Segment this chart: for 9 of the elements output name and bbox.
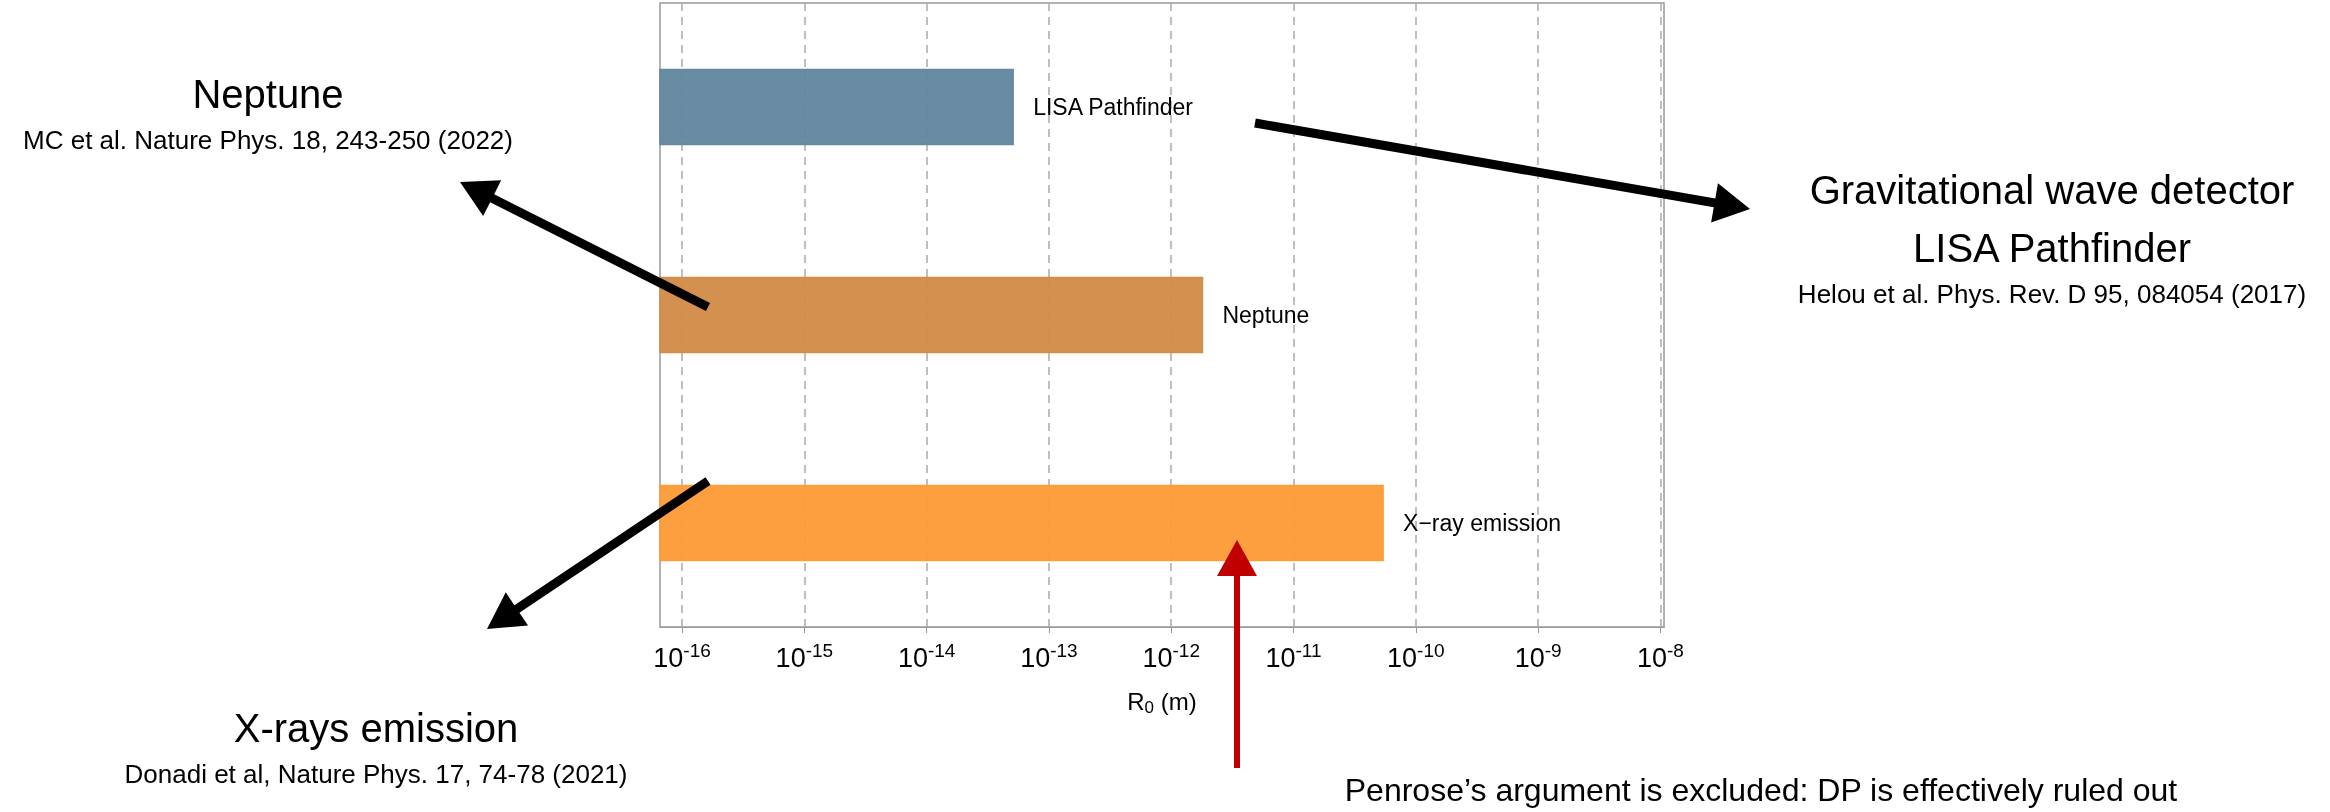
text: Helou et al. Phys. Rev. D 95, 084054 (2017) (1797, 278, 2307, 310)
text: Donadi et al, Nature Phys. 17, 74-78 (2021) (124, 758, 628, 790)
text: Neptune (192, 71, 344, 117)
text: Gravitational wave detector (1809, 167, 2295, 213)
y-tick-label: X−ray emission (1403, 510, 1561, 536)
text: X-rays emission (233, 705, 519, 751)
text: LISA Pathfinder (1913, 225, 2191, 271)
text: MC et al. Nature Phys. 18, 243-250 (2022) (23, 124, 513, 156)
text: Penrose’s argument is excluded: DP is effectively ruled out (1344, 771, 2178, 809)
